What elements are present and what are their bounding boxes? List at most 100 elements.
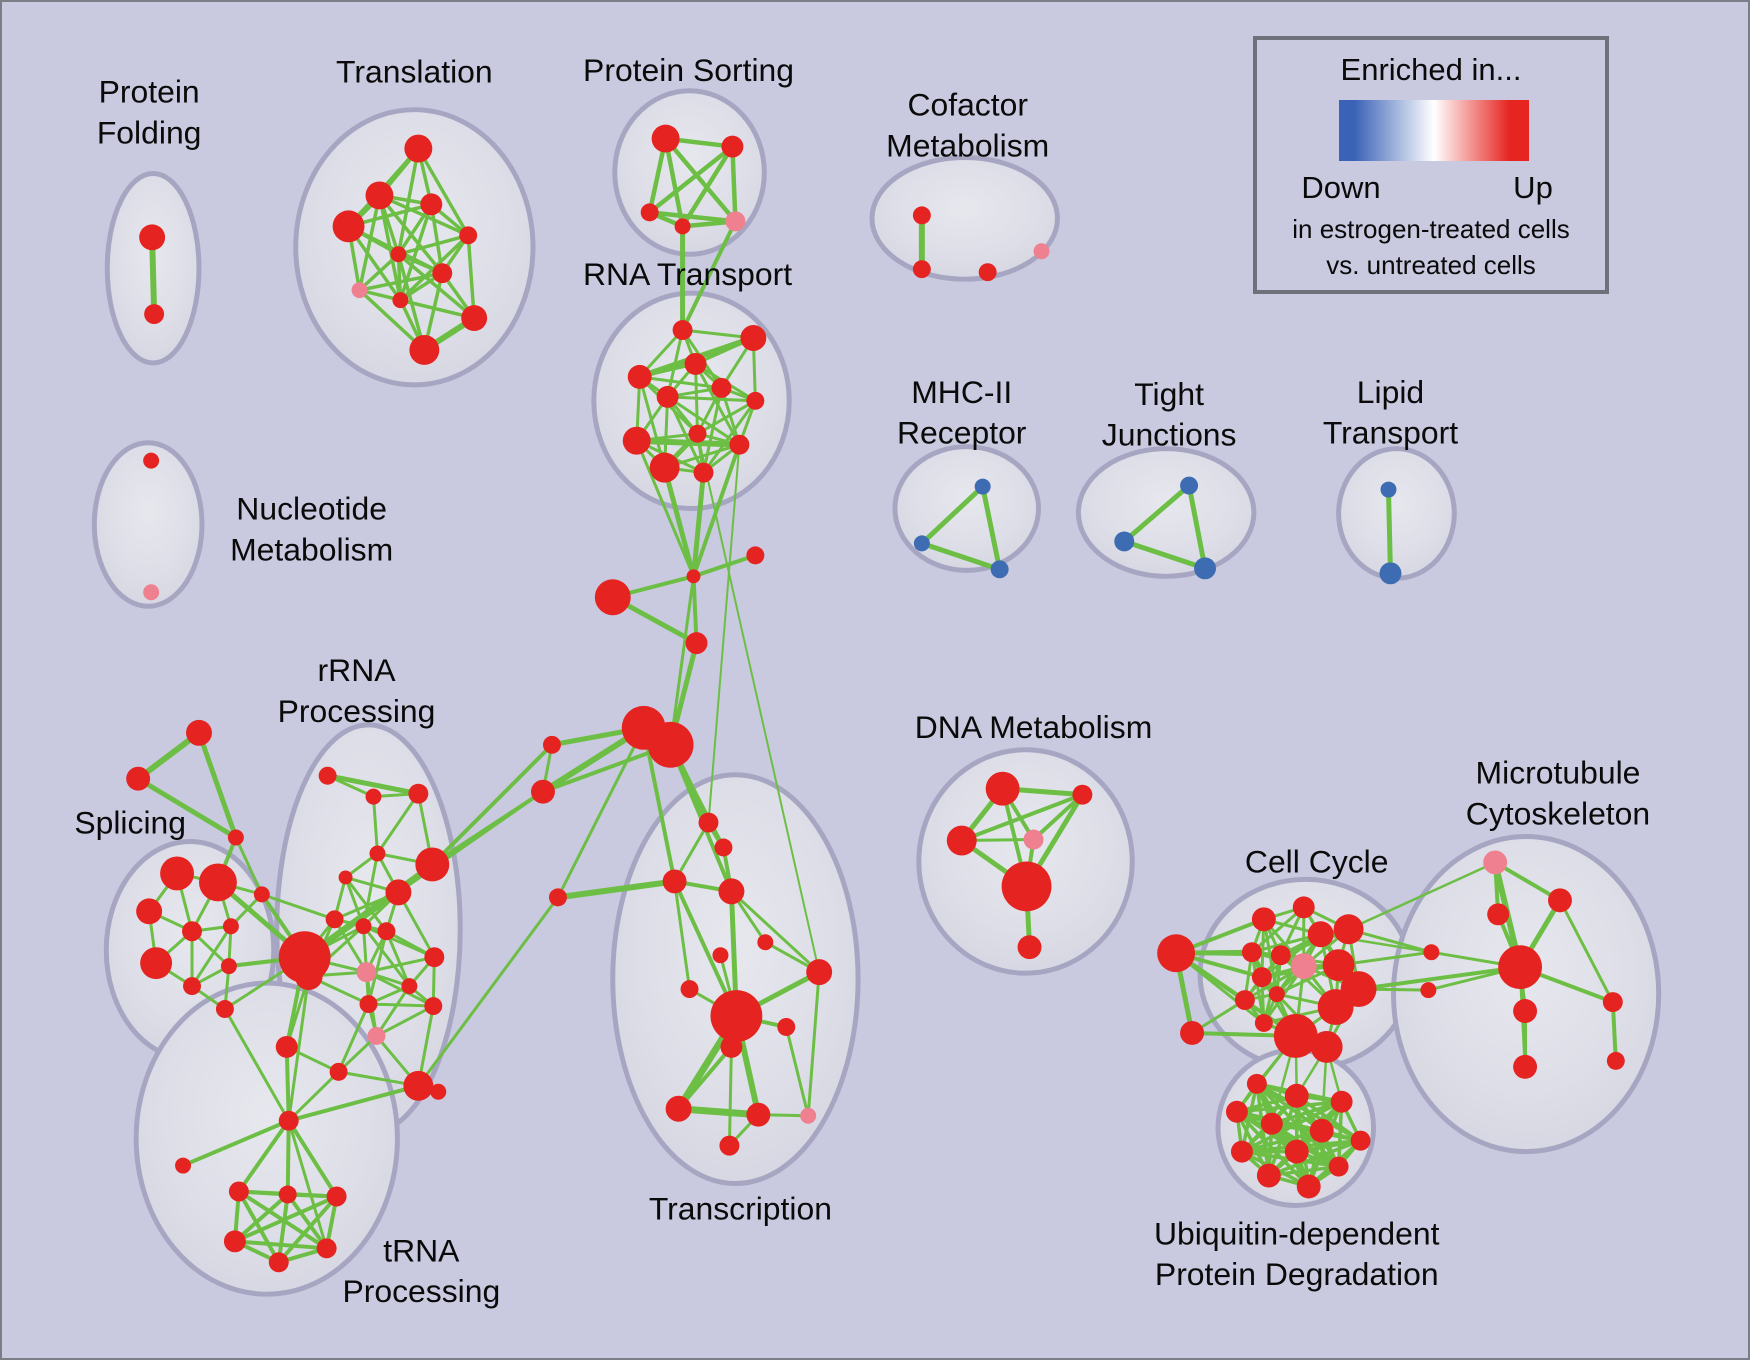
network-node[interactable] <box>757 934 774 951</box>
network-node[interactable] <box>1420 982 1437 999</box>
network-node[interactable] <box>1380 481 1397 498</box>
network-node[interactable] <box>160 856 195 891</box>
network-node[interactable] <box>1606 1051 1625 1070</box>
network-node[interactable] <box>1292 896 1315 919</box>
network-node[interactable] <box>800 1107 817 1124</box>
network-node[interactable] <box>1157 934 1196 973</box>
network-node[interactable] <box>408 783 429 804</box>
network-node[interactable] <box>1180 476 1199 495</box>
network-node[interactable] <box>278 1185 297 1204</box>
network-node[interactable] <box>461 305 488 332</box>
network-node[interactable] <box>1309 1118 1334 1143</box>
network-node[interactable] <box>186 719 212 746</box>
network-node[interactable] <box>1268 986 1285 1003</box>
network-node[interactable] <box>143 452 160 469</box>
network-node[interactable] <box>714 838 733 857</box>
network-node[interactable] <box>1328 1156 1349 1177</box>
network-node[interactable] <box>665 1095 692 1122</box>
network-node[interactable] <box>672 320 693 341</box>
network-node[interactable] <box>712 947 729 964</box>
network-node[interactable] <box>1284 1139 1309 1164</box>
network-node[interactable] <box>318 766 337 785</box>
network-node[interactable] <box>222 918 239 935</box>
network-node[interactable] <box>390 246 407 263</box>
network-node[interactable] <box>253 886 270 903</box>
network-node[interactable] <box>325 910 344 929</box>
network-node[interactable] <box>651 124 680 153</box>
network-node[interactable] <box>198 863 237 902</box>
network-node[interactable] <box>392 292 409 309</box>
network-node[interactable] <box>946 825 977 856</box>
network-node[interactable] <box>1023 829 1044 850</box>
network-node[interactable] <box>627 364 652 389</box>
network-node[interactable] <box>1230 1140 1253 1163</box>
network-node[interactable] <box>1317 989 1354 1025</box>
network-node[interactable] <box>746 1102 771 1127</box>
network-node[interactable] <box>126 766 151 791</box>
network-node[interactable] <box>175 1157 192 1174</box>
network-node[interactable] <box>777 1018 796 1036</box>
network-node[interactable] <box>1513 999 1538 1023</box>
network-node[interactable] <box>649 452 680 483</box>
network-node[interactable] <box>542 735 561 754</box>
network-node[interactable] <box>698 812 719 833</box>
network-node[interactable] <box>688 424 707 443</box>
network-node[interactable] <box>215 1000 234 1019</box>
network-node[interactable] <box>136 898 163 925</box>
network-node[interactable] <box>1513 1054 1538 1079</box>
network-node[interactable] <box>316 1238 337 1259</box>
network-node[interactable] <box>278 1110 299 1131</box>
network-node[interactable] <box>746 391 765 410</box>
network-node[interactable] <box>220 958 237 975</box>
network-node[interactable] <box>1180 1020 1205 1045</box>
network-node[interactable] <box>338 870 353 885</box>
network-node[interactable] <box>662 869 687 894</box>
network-node[interactable] <box>1273 1014 1318 1058</box>
network-node[interactable] <box>1307 921 1334 948</box>
network-node[interactable] <box>1033 243 1050 260</box>
network-node[interactable] <box>680 980 699 999</box>
network-node[interactable] <box>622 426 651 455</box>
network-node[interactable] <box>1256 1163 1281 1188</box>
network-node[interactable] <box>1548 888 1572 913</box>
network-node[interactable] <box>1322 949 1355 982</box>
network-node[interactable] <box>1483 850 1508 875</box>
network-node[interactable] <box>369 845 386 862</box>
network-node[interactable] <box>1333 914 1364 945</box>
network-node[interactable] <box>1251 907 1276 932</box>
network-node[interactable] <box>359 995 378 1014</box>
network-node[interactable] <box>1602 992 1623 1013</box>
network-node[interactable] <box>377 922 396 941</box>
network-node[interactable] <box>1241 942 1262 963</box>
network-node[interactable] <box>1251 967 1272 988</box>
network-node[interactable] <box>531 779 555 804</box>
network-node[interactable] <box>365 788 382 805</box>
network-node[interactable] <box>912 206 931 225</box>
network-node[interactable] <box>1001 861 1052 912</box>
network-node[interactable] <box>1423 944 1440 961</box>
network-node[interactable] <box>1254 1014 1273 1032</box>
network-node[interactable] <box>721 135 744 158</box>
network-node[interactable] <box>420 193 443 216</box>
network-node[interactable] <box>294 962 323 991</box>
network-node[interactable] <box>401 978 418 995</box>
network-node[interactable] <box>275 1035 298 1058</box>
network-node[interactable] <box>329 1062 348 1081</box>
network-node[interactable] <box>1246 1073 1267 1094</box>
network-node[interactable] <box>223 1230 246 1253</box>
network-node[interactable] <box>326 1186 347 1207</box>
network-node[interactable] <box>1350 1130 1371 1151</box>
network-node[interactable] <box>912 260 931 279</box>
network-node[interactable] <box>913 535 930 552</box>
network-node[interactable] <box>1194 557 1216 580</box>
network-node[interactable] <box>367 1026 386 1045</box>
network-node[interactable] <box>404 134 433 163</box>
network-node[interactable] <box>182 921 202 942</box>
network-node[interactable] <box>332 210 365 243</box>
network-node[interactable] <box>685 632 708 655</box>
network-node[interactable] <box>139 224 166 251</box>
network-node[interactable] <box>1330 1090 1353 1113</box>
network-node[interactable] <box>710 990 763 1042</box>
network-node[interactable] <box>1072 784 1093 805</box>
network-node[interactable] <box>385 879 412 906</box>
